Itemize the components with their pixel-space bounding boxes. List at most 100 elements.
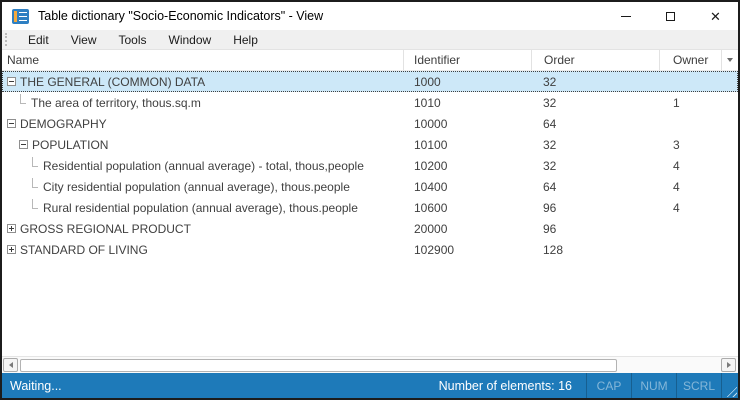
- table-row[interactable]: City residential population (annual aver…: [2, 176, 738, 197]
- menu-window[interactable]: Window: [168, 32, 212, 47]
- cell-order: 96: [543, 221, 557, 236]
- cell-identifier: 10400: [414, 179, 448, 194]
- cell-spacer: [721, 176, 738, 197]
- cell-spacer: [721, 134, 738, 155]
- menu-edit[interactable]: Edit: [28, 32, 49, 47]
- cell-spacer: [721, 71, 738, 92]
- cell-name-text: DEMOGRAPHY: [20, 116, 107, 131]
- cell-owner: [659, 239, 721, 260]
- cell-owner: 3: [673, 137, 680, 152]
- status-right-panels: Number of elements: 16 CAP NUM SCRL: [439, 373, 738, 398]
- cell-owner: 4: [673, 179, 680, 194]
- cell-owner: [659, 71, 721, 92]
- cell-identifier: 1010: [414, 95, 441, 110]
- cell-identifier: 1000: [414, 74, 441, 89]
- cell-name: THE GENERAL (COMMON) DATA: [2, 71, 403, 92]
- cell-order: 64: [543, 116, 557, 131]
- cell-identifier: 10200: [414, 158, 448, 173]
- cell-name-text: GROSS REGIONAL PRODUCT: [20, 221, 191, 236]
- cell-name-text: POPULATION: [32, 137, 109, 152]
- cell-name: Residential population (annual average) …: [2, 155, 403, 176]
- table-row[interactable]: The area of territory, thous.sq.m 1010 3…: [2, 92, 738, 113]
- tree-collapse-icon[interactable]: [7, 119, 16, 128]
- elements-count: Number of elements: 16: [438, 378, 572, 393]
- menu-help[interactable]: Help: [233, 32, 258, 47]
- tree-connector: [32, 177, 38, 188]
- table-row[interactable]: Rural residential population (annual ave…: [2, 197, 738, 218]
- scroll-left-button[interactable]: [3, 358, 18, 372]
- cell-identifier: 10000: [414, 116, 448, 131]
- maximize-button[interactable]: [648, 2, 693, 30]
- menu-tools[interactable]: Tools: [118, 32, 147, 47]
- menu-drag-grip[interactable]: [5, 33, 7, 46]
- minimize-button[interactable]: [603, 2, 648, 30]
- status-message: Waiting...: [10, 378, 62, 393]
- cell-name: STANDARD OF LIVING: [2, 239, 403, 260]
- tree-collapse-icon[interactable]: [19, 140, 28, 149]
- tree-collapse-icon[interactable]: [7, 77, 16, 86]
- window-controls: ✕: [603, 2, 738, 30]
- cell-identifier: 102900: [414, 242, 455, 257]
- resize-grip-cell: [721, 373, 738, 398]
- cell-spacer: [721, 197, 738, 218]
- column-header-owner[interactable]: Owner: [659, 50, 721, 70]
- caps-lock-indicator: CAP: [586, 373, 631, 398]
- table-row[interactable]: POPULATION 10100 32 3: [2, 134, 738, 155]
- cell-name: City residential population (annual aver…: [2, 176, 403, 197]
- tree-expand-icon[interactable]: [7, 245, 16, 254]
- tree-connector: [32, 198, 38, 209]
- cell-identifier: 10600: [414, 200, 448, 215]
- window-title: Table dictionary "Socio-Economic Indicat…: [38, 9, 324, 23]
- cell-order: 32: [543, 158, 557, 173]
- num-lock-indicator: NUM: [631, 373, 676, 398]
- column-header-name[interactable]: Name: [7, 53, 40, 67]
- horizontal-scrollbar[interactable]: [2, 356, 738, 373]
- cell-name-text: The area of territory, thous.sq.m: [31, 95, 201, 110]
- column-chooser-button[interactable]: [721, 50, 738, 70]
- cell-order: 32: [543, 95, 557, 110]
- table-body: THE GENERAL (COMMON) DATA 1000 32 The ar…: [2, 71, 738, 260]
- table-row[interactable]: THE GENERAL (COMMON) DATA 1000 32: [2, 71, 738, 92]
- cell-name-text: STANDARD OF LIVING: [20, 242, 148, 257]
- cell-order: 32: [543, 137, 557, 152]
- table-row[interactable]: STANDARD OF LIVING 102900 128: [2, 239, 738, 260]
- cell-spacer: [721, 218, 738, 239]
- cell-name: POPULATION: [2, 134, 403, 155]
- cell-owner: 1: [673, 95, 680, 110]
- cell-spacer: [721, 92, 738, 113]
- table-empty-area: [2, 260, 738, 356]
- cell-order: 128: [543, 242, 564, 257]
- cell-name-text: City residential population (annual aver…: [43, 179, 350, 194]
- cell-name: GROSS REGIONAL PRODUCT: [2, 218, 403, 239]
- menu-view[interactable]: View: [70, 32, 97, 47]
- tree-connector: [32, 156, 38, 167]
- cell-owner: 4: [673, 158, 680, 173]
- tree-expand-icon[interactable]: [7, 224, 16, 233]
- cell-name-text: Residential population (annual average) …: [43, 158, 364, 173]
- table-row[interactable]: GROSS REGIONAL PRODUCT 20000 96: [2, 218, 738, 239]
- maximize-icon: [666, 11, 675, 21]
- cell-spacer: [721, 155, 738, 176]
- cell-order: 64: [543, 179, 557, 194]
- scroll-lock-indicator: SCRL: [676, 373, 721, 398]
- cell-order: 32: [543, 74, 557, 89]
- cell-name: DEMOGRAPHY: [2, 113, 403, 134]
- cell-name: The area of territory, thous.sq.m: [2, 92, 403, 113]
- arrow-left-icon: [8, 362, 13, 368]
- table-row[interactable]: Residential population (annual average) …: [2, 155, 738, 176]
- close-icon: ✕: [710, 8, 721, 24]
- table-dictionary-icon: [12, 8, 29, 24]
- cell-name: Rural residential population (annual ave…: [2, 197, 403, 218]
- title-bar: Table dictionary "Socio-Economic Indicat…: [2, 2, 738, 30]
- arrow-right-icon: [726, 362, 731, 368]
- table-row[interactable]: DEMOGRAPHY 10000 64: [2, 113, 738, 134]
- cell-identifier: 10100: [414, 137, 448, 152]
- close-button[interactable]: ✕: [693, 2, 738, 30]
- resize-grip-icon[interactable]: [724, 384, 737, 397]
- scroll-right-button[interactable]: [721, 358, 736, 372]
- column-header-order[interactable]: Order: [531, 50, 659, 70]
- scrollbar-thumb[interactable]: [20, 358, 617, 372]
- column-header-identifier[interactable]: Identifier: [403, 50, 531, 70]
- cell-name-text: Rural residential population (annual ave…: [43, 200, 358, 215]
